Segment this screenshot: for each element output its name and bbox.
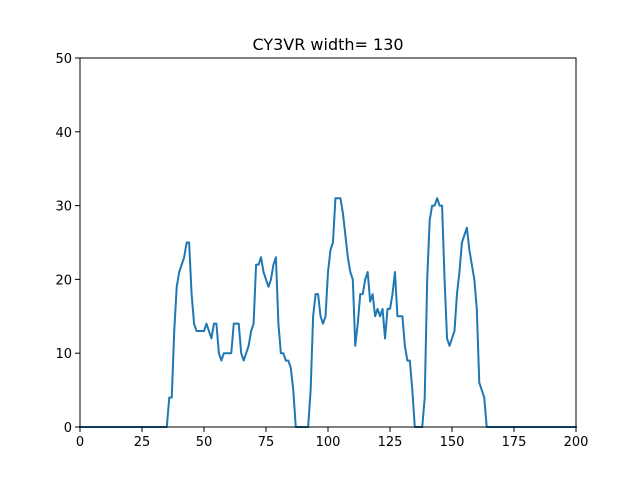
x-axis: 0 25 50 75 100 125 150 175 200 xyxy=(76,427,589,450)
x-tick-label: 150 xyxy=(440,435,465,450)
y-tick-label: 20 xyxy=(55,273,72,288)
plot-area xyxy=(79,197,577,428)
series-line-0 xyxy=(79,197,577,428)
x-tick-label: 0 xyxy=(76,435,84,450)
y-axis: 0 10 20 30 40 50 xyxy=(55,52,80,436)
y-tick-label: 50 xyxy=(55,52,72,67)
y-tick-label: 30 xyxy=(55,200,72,215)
x-tick-label: 200 xyxy=(564,435,589,450)
x-tick-label: 75 xyxy=(258,435,275,450)
chart-title: CY3VR width= 130 xyxy=(252,35,403,54)
y-tick-label: 40 xyxy=(55,126,72,141)
x-tick-label: 25 xyxy=(134,435,151,450)
x-tick-label: 175 xyxy=(502,435,527,450)
x-tick-label: 100 xyxy=(316,435,341,450)
y-tick-label: 10 xyxy=(55,347,72,362)
x-tick-label: 125 xyxy=(378,435,403,450)
x-tick-label: 50 xyxy=(196,435,213,450)
y-tick-label: 0 xyxy=(64,421,72,436)
